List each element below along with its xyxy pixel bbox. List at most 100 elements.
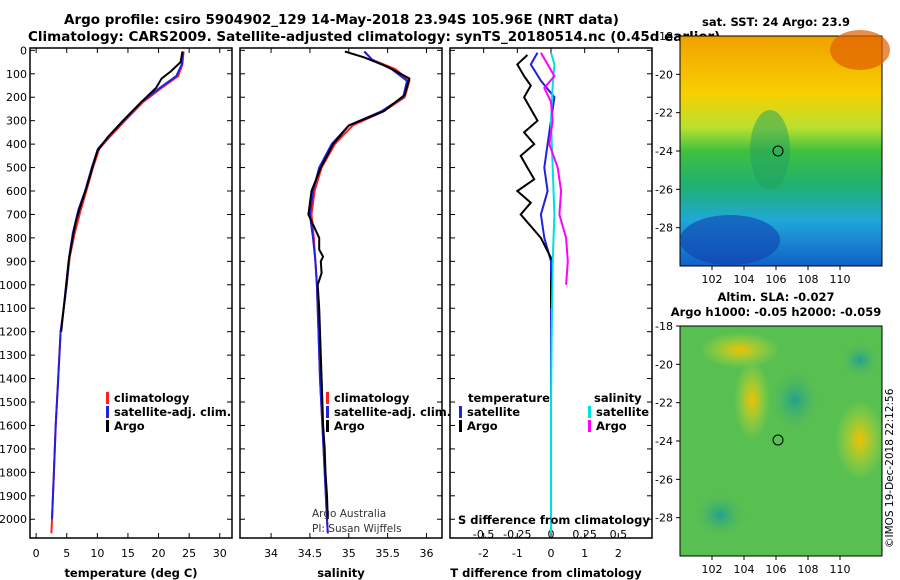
- x-tick-label: 35: [342, 547, 356, 560]
- x-tick-label: 10: [90, 547, 104, 560]
- legend-salinity-title: salinity: [594, 391, 642, 405]
- map-x-tick-label: 108: [798, 273, 819, 286]
- x-tick-label: 30: [213, 547, 227, 560]
- y-tick-label: 0: [20, 44, 27, 57]
- temperature-legend: climatology satellite-adj. clim. Argo: [106, 391, 231, 433]
- map-x-tick-label: 102: [702, 563, 723, 576]
- temperature-series: [50, 51, 185, 534]
- map-x-tick-label: 104: [734, 273, 755, 286]
- x-tick-label: 35.5: [375, 547, 400, 560]
- salinity-series: [307, 50, 411, 534]
- x-tick-label: 5: [63, 547, 70, 560]
- sst-warm-patch: [830, 30, 890, 70]
- series-argo: [60, 51, 184, 332]
- salinity-legend: climatology satellite-adj. clim. Argo: [326, 391, 451, 433]
- temperature-axis: 0100200300400500600700800900100011001200…: [0, 44, 232, 560]
- sst-map-axes: -18 -20 -22 -24 -26 -28 102 104 106 108 110: [655, 30, 850, 286]
- map-x-tick-label: 104: [734, 563, 755, 576]
- legend-climatology-label: climatology: [114, 391, 190, 405]
- y-tick-label: 700: [6, 208, 27, 221]
- sla-low-3: [838, 340, 882, 380]
- map-x-tick-label: 102: [702, 273, 723, 286]
- y-tick-label: 1600: [0, 419, 27, 432]
- difference-series: [515, 52, 569, 534]
- argo-location-marker: [772, 434, 784, 446]
- legend-s-satellite-label: satellite: [596, 405, 649, 419]
- legend-climatology-swatch: [326, 392, 329, 404]
- sla-map-title-2: Argo h1000: -0.05 h2000: -0.059: [671, 305, 882, 319]
- difference-x-label: T difference from climatology: [450, 566, 642, 580]
- map-y-tick-label: -18: [655, 30, 673, 43]
- temperature-x-label: temperature (deg C): [64, 566, 197, 580]
- title-line-1: Argo profile: csiro 5904902_129 14-May-2…: [64, 12, 619, 28]
- x-tick-label: 36: [419, 547, 433, 560]
- series-argo: [307, 50, 411, 520]
- map-y-tick-label: -20: [655, 358, 673, 371]
- y-tick-label: 1100: [0, 302, 27, 315]
- sst-map-title: sat. SST: 24 Argo: 23.9: [702, 15, 850, 29]
- y-tick-label: 100: [6, 68, 27, 81]
- y-tick-label: 1700: [0, 443, 27, 456]
- map-x-tick-label: 108: [798, 563, 819, 576]
- map-y-tick-label: -20: [655, 68, 673, 81]
- map-y-tick-label: -22: [655, 107, 673, 120]
- salinity-x-label: salinity: [317, 566, 365, 580]
- sla-map-axes: -18 -20 -22 -24 -26 -28 102 104 106 108 110: [655, 320, 850, 576]
- x-tick-label: -1: [512, 547, 523, 560]
- map-y-tick-label: -26: [655, 183, 673, 196]
- map-y-tick-label: -24: [655, 145, 673, 158]
- legend-t-satellite-label: satellite: [467, 405, 520, 419]
- y-tick-label: 1500: [0, 396, 27, 409]
- legend-s-satellite-swatch: [588, 406, 591, 418]
- series-t-argo: [515, 54, 554, 309]
- y-tick-label: 1000: [0, 279, 27, 292]
- x-tick-label: 1: [581, 547, 588, 560]
- legend-s-argo-swatch: [588, 420, 591, 432]
- s-difference-label: S difference from climatology: [458, 513, 650, 527]
- sla-low-1: [767, 365, 823, 435]
- sst-map: [679, 30, 890, 267]
- credit-line-2: PI: Susan Wijffels: [312, 523, 402, 535]
- map-x-tick-label: 110: [830, 563, 851, 576]
- s-tick-label: -0.25: [503, 528, 531, 541]
- s-tick-label: -0.5: [473, 528, 494, 541]
- y-tick-label: 1300: [0, 349, 27, 362]
- sla-map: [679, 325, 885, 557]
- sla-low-2: [690, 490, 750, 540]
- y-tick-label: 500: [6, 162, 27, 175]
- x-tick-label: 0: [33, 547, 40, 560]
- argo-location-marker: [772, 145, 784, 157]
- map-y-tick-label: -28: [655, 512, 673, 525]
- s-tick-label: 0.5: [610, 528, 628, 541]
- temperature-panel-frame: [29, 47, 233, 539]
- legend-argo-label: Argo: [334, 419, 365, 433]
- x-tick-label: -2: [478, 547, 489, 560]
- legend-satellite-swatch: [326, 406, 329, 418]
- x-tick-label: 34.5: [298, 547, 323, 560]
- difference-axis: -2 -1 0 1 2 -0.5 -0.25 0 0.25 0.5: [450, 48, 652, 560]
- legend-satellite-label: satellite-adj. clim.: [334, 405, 451, 419]
- legend-temperature-title: temperature: [468, 391, 550, 405]
- sla-high-1: [700, 332, 780, 368]
- x-tick-label: 34: [264, 547, 278, 560]
- sla-high-2: [734, 360, 770, 440]
- title-line-2: Climatology: CARS2009. Satellite-adjuste…: [28, 29, 721, 45]
- legend-t-argo-label: Argo: [467, 419, 498, 433]
- map-y-tick-label: -22: [655, 397, 673, 410]
- sst-cold-patch: [680, 215, 780, 265]
- legend-satellite-swatch: [106, 406, 109, 418]
- legend-climatology-label: climatology: [334, 391, 410, 405]
- legend-satellite-label: satellite-adj. clim.: [114, 405, 231, 419]
- y-tick-label: 200: [6, 91, 27, 104]
- s-tick-label: 0.25: [572, 528, 597, 541]
- sla-high-3: [835, 400, 885, 480]
- map-y-tick-label: -18: [655, 320, 673, 333]
- legend-t-argo-swatch: [459, 420, 462, 432]
- y-tick-label: 300: [6, 115, 27, 128]
- legend-t-satellite-swatch: [459, 406, 462, 418]
- y-tick-label: 1800: [0, 466, 27, 479]
- y-tick-label: 2000: [0, 513, 27, 526]
- map-y-tick-label: -26: [655, 473, 673, 486]
- x-tick-label: 2: [615, 547, 622, 560]
